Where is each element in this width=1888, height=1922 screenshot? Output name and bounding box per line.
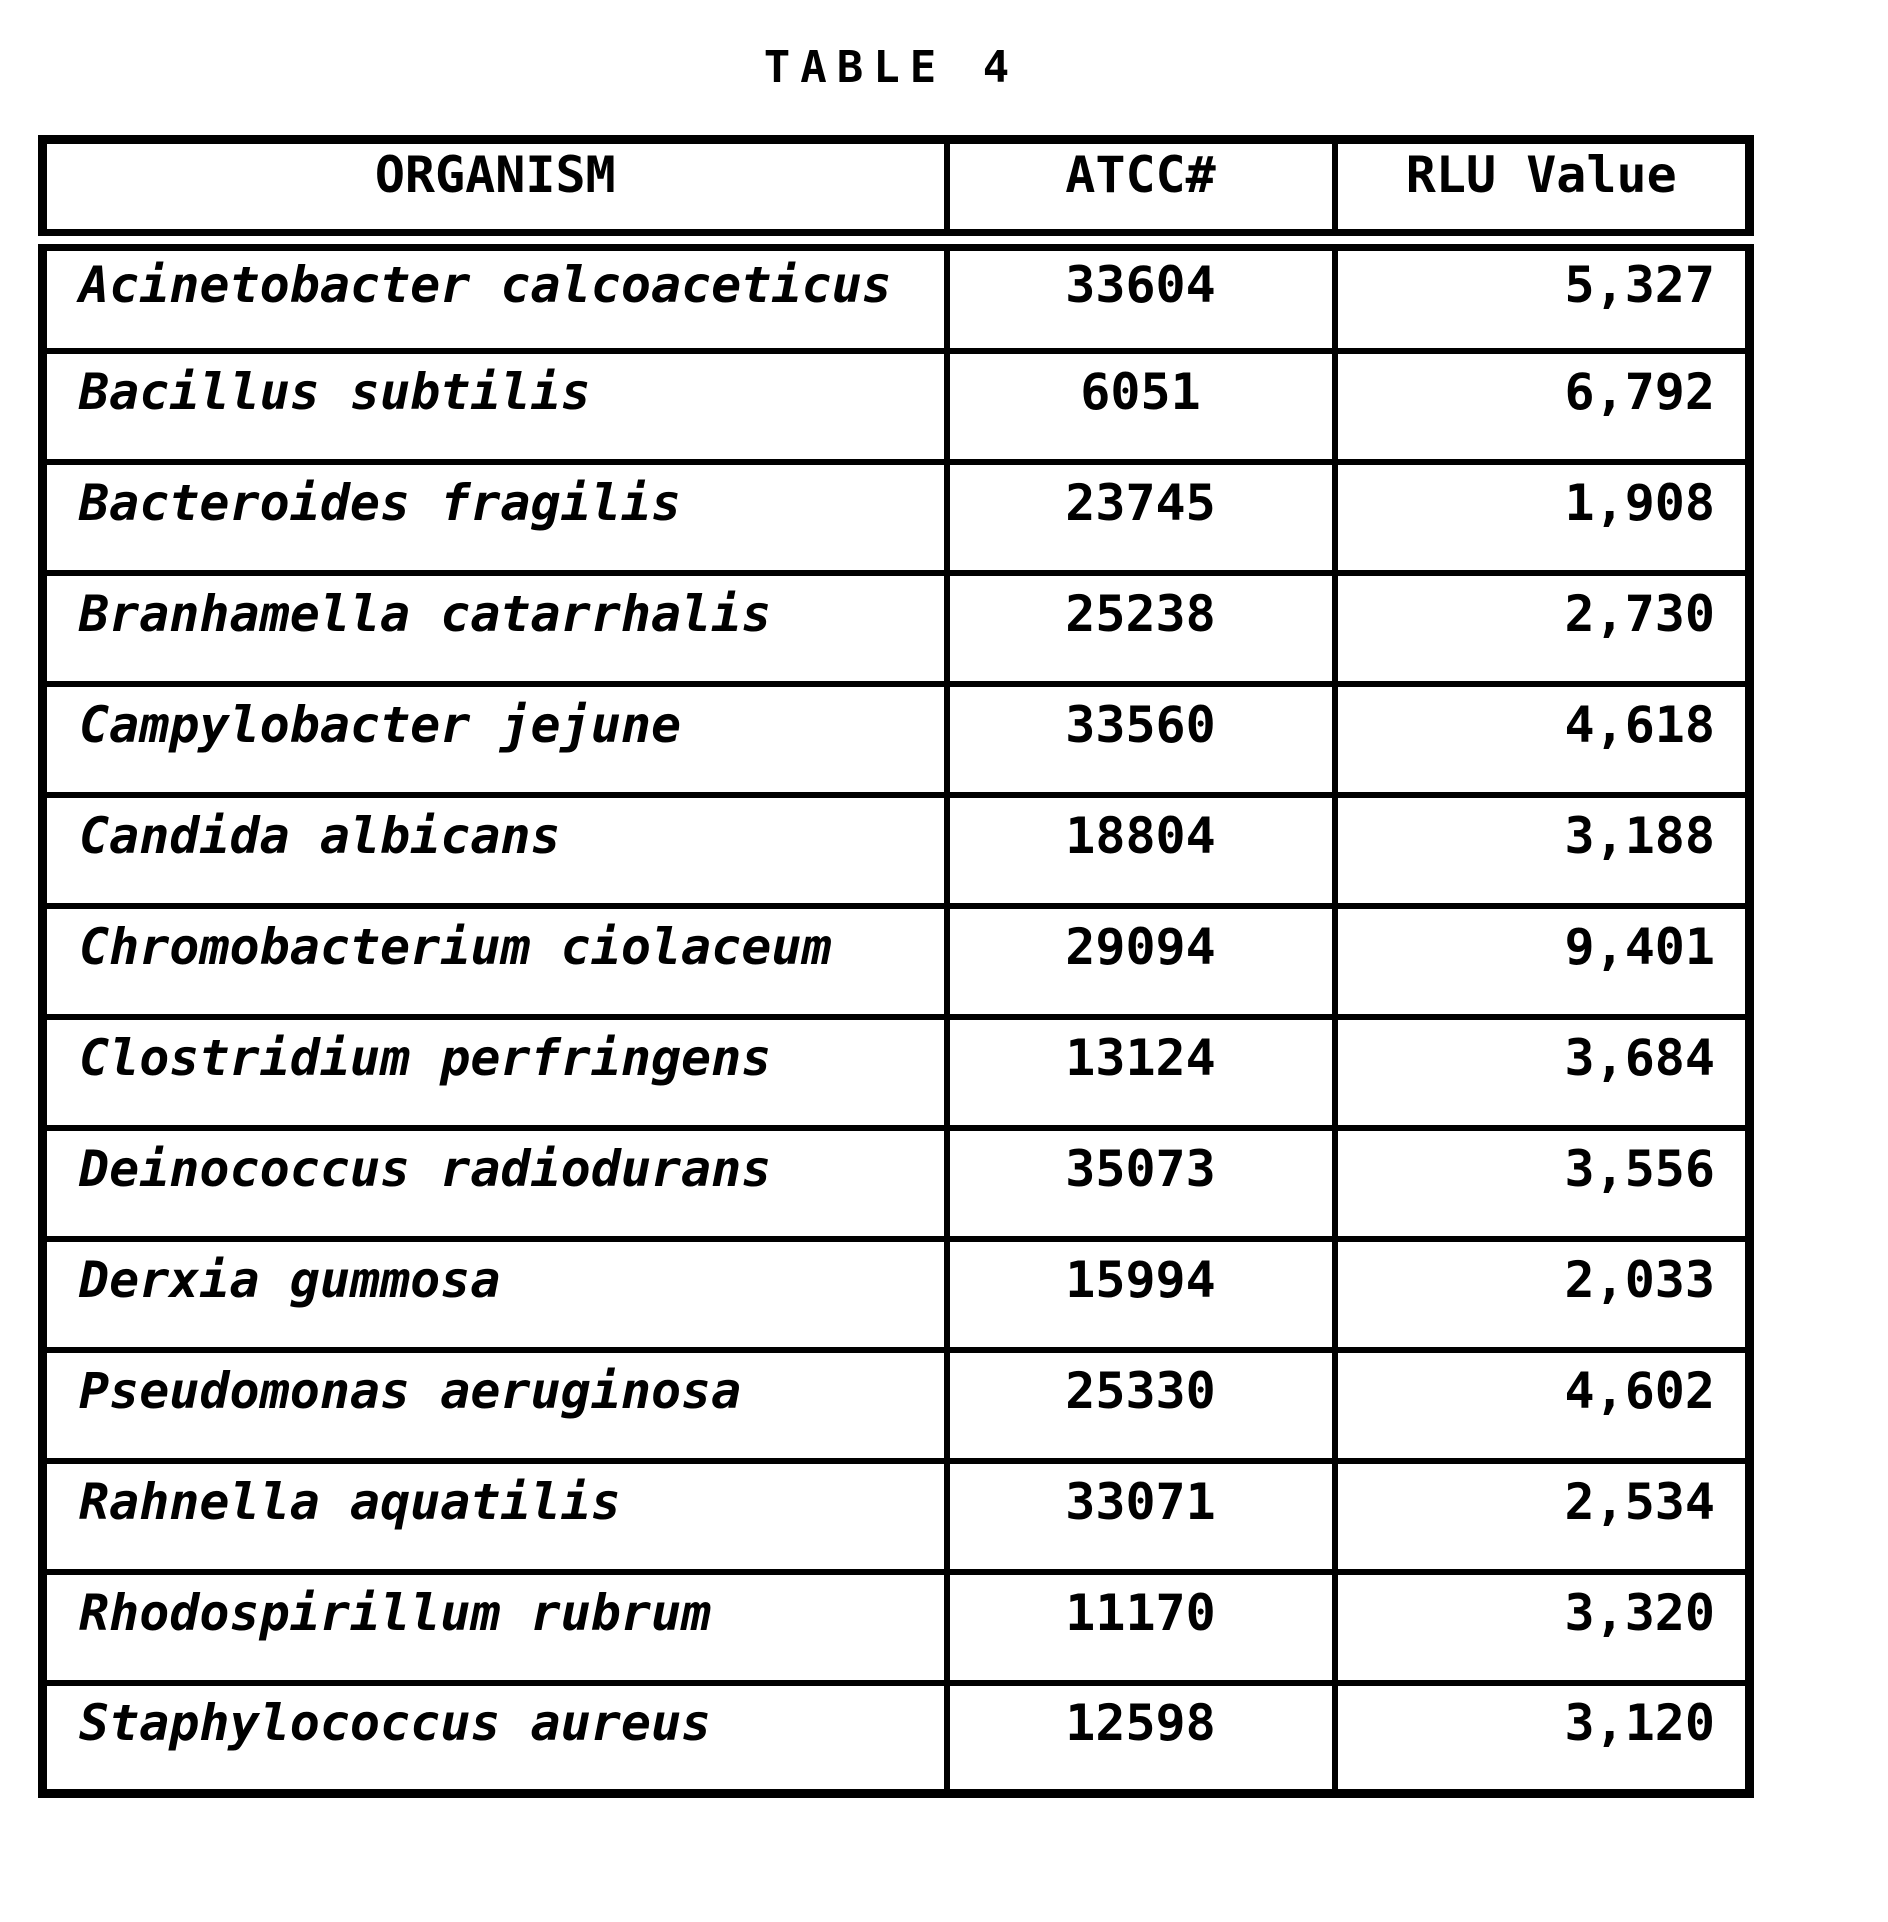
organism-cell: Clostridium perfringens (39, 1013, 950, 1131)
organism-cell: Bacteroides fragilis (39, 458, 950, 576)
rlu-cell: 2,730 (1331, 569, 1753, 687)
organism-cell: Deinococcus radiodurans (39, 1124, 950, 1242)
rlu-cell: 4,602 (1331, 1346, 1753, 1464)
table-row: Branhamella catarrhalis 25238 2,730 (39, 569, 1753, 687)
organism-cell: Rhodospirillum rubrum (39, 1568, 950, 1686)
atcc-cell: 25330 (943, 1346, 1338, 1464)
rlu-cell: 5,327 (1331, 236, 1753, 354)
organism-cell: Acinetobacter calcoaceticus (39, 236, 950, 354)
organism-cell: Staphylococcus aureus (39, 1679, 950, 1797)
organisms-table: ORGANISM ATCC# RLU Value Acinetobacter c… (38, 135, 1754, 1798)
organism-cell: Pseudomonas aeruginosa (39, 1346, 950, 1464)
table-row: Rahnella aquatilis 33071 2,534 (39, 1457, 1753, 1575)
rlu-cell: 1,908 (1331, 458, 1753, 576)
atcc-cell: 6051 (943, 347, 1338, 465)
table-title: TABLE 4 (763, 42, 1020, 93)
rlu-cell: 3,120 (1331, 1679, 1753, 1797)
rlu-cell: 9,401 (1331, 902, 1753, 1020)
rlu-cell: 3,320 (1331, 1568, 1753, 1686)
organism-cell: Rahnella aquatilis (39, 1457, 950, 1575)
atcc-cell: 33560 (943, 680, 1338, 798)
table-row: Deinococcus radiodurans 35073 3,556 (39, 1124, 1753, 1242)
atcc-cell: 15994 (943, 1235, 1338, 1353)
table-row: Chromobacterium ciolaceum 29094 9,401 (39, 902, 1753, 1020)
table-row: Pseudomonas aeruginosa 25330 4,602 (39, 1346, 1753, 1464)
column-header-atcc: ATCC# (943, 136, 1338, 251)
rlu-cell: 2,534 (1331, 1457, 1753, 1575)
organism-cell: Branhamella catarrhalis (39, 569, 950, 687)
table-row: Staphylococcus aureus 12598 3,120 (39, 1679, 1753, 1797)
organism-cell: Derxia gummosa (39, 1235, 950, 1353)
table-header-row: ORGANISM ATCC# RLU Value (39, 136, 1753, 251)
atcc-cell: 18804 (943, 791, 1338, 909)
table-row: Rhodospirillum rubrum 11170 3,320 (39, 1568, 1753, 1686)
atcc-cell: 25238 (943, 569, 1338, 687)
column-header-organism: ORGANISM (39, 136, 950, 251)
table-row: Clostridium perfringens 13124 3,684 (39, 1013, 1753, 1131)
organism-cell: Campylobacter jejune (39, 680, 950, 798)
rlu-cell: 3,556 (1331, 1124, 1753, 1242)
table-row: Bacteroides fragilis 23745 1,908 (39, 458, 1753, 576)
document-page: TABLE 4 ORGANISM ATCC# RLU Value Acineto… (38, 42, 1754, 1798)
organism-cell: Candida albicans (39, 791, 950, 909)
atcc-cell: 35073 (943, 1124, 1338, 1242)
rlu-cell: 6,792 (1331, 347, 1753, 465)
atcc-cell: 13124 (943, 1013, 1338, 1131)
table-row: Derxia gummosa 15994 2,033 (39, 1235, 1753, 1353)
rlu-cell: 3,188 (1331, 791, 1753, 909)
atcc-cell: 12598 (943, 1679, 1338, 1797)
table-row: Campylobacter jejune 33560 4,618 (39, 680, 1753, 798)
atcc-cell: 29094 (943, 902, 1338, 1020)
atcc-cell: 33604 (943, 236, 1338, 354)
rlu-cell: 3,684 (1331, 1013, 1753, 1131)
table-row: Bacillus subtilis 6051 6,792 (39, 347, 1753, 465)
column-header-rlu: RLU Value (1331, 136, 1753, 251)
rlu-cell: 2,033 (1331, 1235, 1753, 1353)
organism-cell: Chromobacterium ciolaceum (39, 902, 950, 1020)
organism-cell: Bacillus subtilis (39, 347, 950, 465)
table-row: Candida albicans 18804 3,188 (39, 791, 1753, 909)
atcc-cell: 23745 (943, 458, 1338, 576)
atcc-cell: 33071 (943, 1457, 1338, 1575)
table-row: Acinetobacter calcoaceticus 33604 5,327 (39, 236, 1753, 354)
rlu-cell: 4,618 (1331, 680, 1753, 798)
atcc-cell: 11170 (943, 1568, 1338, 1686)
